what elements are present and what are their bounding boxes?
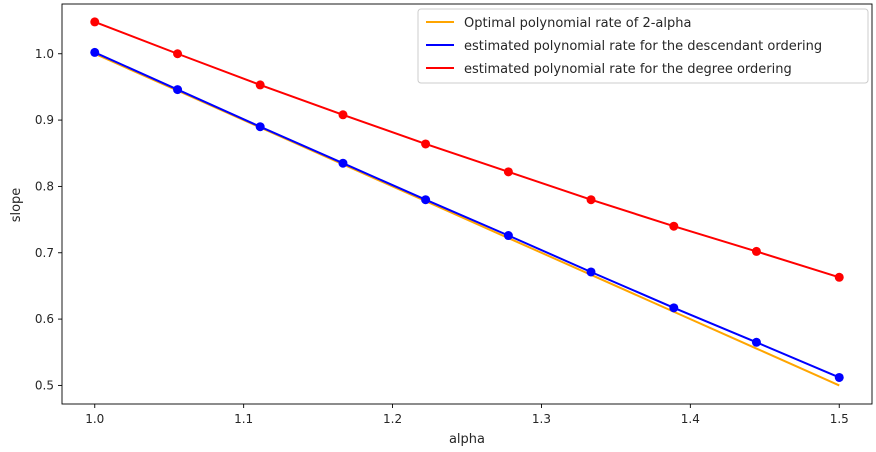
y-tick-label: 0.9	[35, 113, 54, 127]
data-point	[752, 247, 761, 256]
x-tick-label: 1.3	[532, 412, 551, 426]
data-point	[256, 80, 265, 89]
series-2	[90, 48, 843, 382]
x-tick-label: 1.5	[830, 412, 849, 426]
x-axis-ticks: 1.0 1.1 1.2 1.3 1.4 1.5	[85, 404, 849, 426]
legend-item: estimated polynomial rate for the degree…	[426, 62, 792, 77]
x-tick-label: 1.2	[383, 412, 402, 426]
data-point	[835, 273, 844, 282]
data-point	[173, 85, 182, 94]
y-axis-label: slope	[9, 188, 24, 223]
legend-label: estimated polynomial rate for the descen…	[464, 39, 822, 54]
data-point	[421, 195, 430, 204]
legend-label: estimated polynomial rate for the degree…	[464, 62, 792, 77]
legend-item: estimated polynomial rate for the descen…	[426, 39, 822, 54]
data-point	[669, 303, 678, 312]
data-point	[587, 267, 596, 276]
y-tick-label: 1.0	[35, 47, 54, 61]
data-point	[338, 159, 347, 168]
data-point	[256, 122, 265, 131]
data-point	[752, 338, 761, 347]
data-point	[338, 110, 347, 119]
data-point	[504, 167, 513, 176]
data-point	[90, 17, 99, 26]
data-point	[504, 231, 513, 240]
legend: Optimal polynomial rate of 2-alpha estima…	[418, 9, 868, 83]
data-point	[90, 48, 99, 57]
y-tick-label: 0.6	[35, 312, 54, 326]
data-point	[587, 195, 596, 204]
legend-item: Optimal polynomial rate of 2-alpha	[426, 16, 691, 31]
x-tick-label: 1.0	[85, 412, 104, 426]
x-tick-label: 1.4	[681, 412, 700, 426]
legend-label: Optimal polynomial rate of 2-alpha	[464, 16, 691, 31]
y-tick-label: 0.7	[35, 246, 54, 260]
y-tick-label: 0.8	[35, 179, 54, 193]
y-axis-ticks: 0.5 0.6 0.7 0.8 0.9 1.0	[35, 47, 62, 393]
x-axis-label: alpha	[449, 432, 485, 447]
data-point	[835, 373, 844, 382]
y-tick-label: 0.5	[35, 378, 54, 392]
series-line	[95, 52, 839, 377]
data-point	[421, 139, 430, 148]
data-point	[669, 222, 678, 231]
x-tick-label: 1.1	[234, 412, 253, 426]
data-point	[173, 49, 182, 58]
